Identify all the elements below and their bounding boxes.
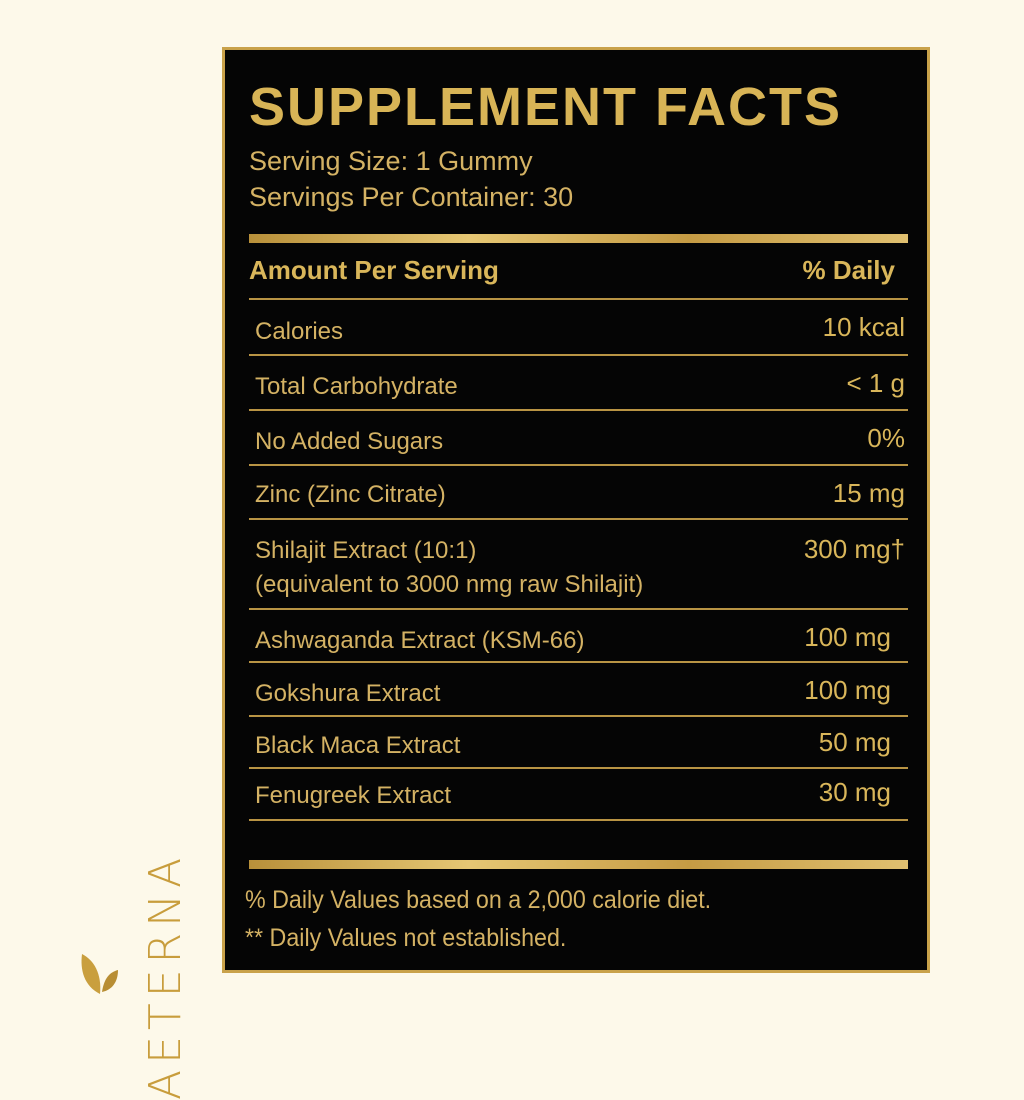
divider-bar: [249, 234, 908, 243]
divider: [249, 409, 908, 411]
nutrient-name: Calories: [255, 318, 344, 345]
nutrient-subtext: (equivalent to 3000 nmg raw Shilajit): [255, 571, 644, 598]
divider: [249, 608, 908, 610]
nutrient-value: < 1 g: [846, 368, 905, 398]
divider: [249, 715, 908, 717]
brand-logo: AETERNA: [40, 420, 191, 1100]
header-daily: % Daily: [802, 255, 896, 285]
divider: [249, 298, 908, 300]
divider: [249, 819, 908, 821]
divider: [249, 464, 908, 466]
supplement-facts-label: SUPPLEMENT FACTS Serving Size: 1 Gummy S…: [222, 47, 930, 973]
nutrient-name: Total Carbohydrate: [255, 373, 458, 400]
divider: [249, 661, 908, 663]
serving-size: Serving Size: 1 Gummy: [249, 146, 533, 176]
nutrient-value: 50 mg: [818, 727, 891, 757]
label-title: SUPPLEMENT FACTS: [249, 77, 843, 137]
leaf-icon: [81, 954, 118, 994]
divider: [249, 354, 908, 356]
footnote-daily-values: % Daily Values based on a 2,000 calorie …: [245, 886, 712, 914]
nutrient-value: 0%: [867, 423, 905, 453]
divider: [249, 767, 908, 769]
nutrient-name: No Added Sugars: [255, 428, 444, 455]
nutrient-value: 15 mg: [832, 478, 905, 508]
divider-bar: [249, 860, 908, 869]
nutrient-name: Shilajit Extract (10:1): [255, 537, 477, 564]
divider: [249, 518, 908, 520]
nutrient-name: Zinc (Zinc Citrate): [255, 481, 446, 508]
nutrient-name: Gokshura Extract: [255, 680, 441, 707]
nutrient-value: 100 mg: [804, 622, 891, 652]
nutrient-name: Black Maca Extract: [255, 732, 461, 759]
footnote-not-established: ** Daily Values not established.: [245, 924, 567, 952]
nutrient-name: Ashwaganda Extract (KSM-66): [255, 627, 585, 654]
brand-name: AETERNA: [140, 851, 191, 1100]
nutrient-value: 100 mg: [804, 675, 891, 705]
nutrient-value: 10 kcal: [822, 312, 905, 342]
servings-per-container: Servings Per Container: 30: [249, 182, 574, 212]
nutrient-name: Fenugreek Extract: [255, 782, 452, 809]
nutrient-value: 300 mg†: [803, 534, 905, 564]
header-amount: Amount Per Serving: [249, 255, 499, 285]
nutrient-value: 30 mg: [818, 777, 891, 807]
